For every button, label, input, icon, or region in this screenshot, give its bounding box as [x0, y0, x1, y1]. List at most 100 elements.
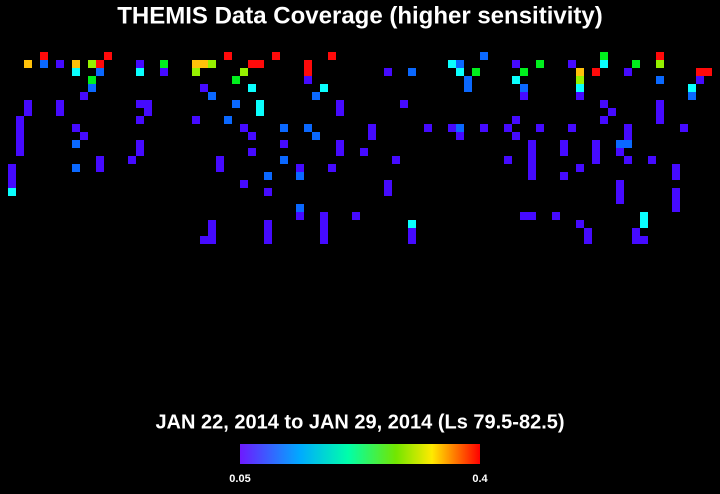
- coverage-cell: [480, 124, 488, 132]
- coverage-cell: [96, 164, 104, 172]
- coverage-cell: [264, 172, 272, 180]
- coverage-cell: [296, 212, 304, 220]
- coverage-cell: [88, 60, 96, 68]
- coverage-cell: [224, 52, 232, 60]
- coverage-cell: [656, 76, 664, 84]
- coverage-cell: [336, 108, 344, 116]
- coverage-cell: [408, 228, 416, 236]
- coverage-cell: [264, 236, 272, 244]
- coverage-cell: [224, 116, 232, 124]
- coverage-cell: [336, 140, 344, 148]
- coverage-cell: [616, 148, 624, 156]
- coverage-cell: [104, 52, 112, 60]
- coverage-cell: [696, 68, 704, 76]
- coverage-cell: [312, 132, 320, 140]
- coverage-cell: [72, 68, 80, 76]
- coverage-cell: [672, 196, 680, 204]
- coverage-cell: [424, 124, 432, 132]
- colorbar-tick-label: 0.4: [472, 473, 488, 485]
- coverage-cell: [560, 172, 568, 180]
- coverage-cell: [24, 108, 32, 116]
- coverage-cell: [320, 212, 328, 220]
- coverage-cell: [592, 68, 600, 76]
- coverage-cell: [24, 60, 32, 68]
- coverage-cell: [264, 228, 272, 236]
- coverage-cell: [80, 132, 88, 140]
- coverage-cell: [256, 108, 264, 116]
- coverage-cell: [80, 92, 88, 100]
- coverage-cell: [400, 100, 408, 108]
- coverage-cell: [96, 60, 104, 68]
- coverage-cell: [576, 164, 584, 172]
- coverage-cell: [16, 140, 24, 148]
- coverage-cell: [616, 180, 624, 188]
- coverage-cell: [464, 84, 472, 92]
- coverage-cell: [688, 84, 696, 92]
- coverage-cell: [360, 148, 368, 156]
- coverage-cell: [656, 116, 664, 124]
- coverage-cell: [216, 164, 224, 172]
- coverage-cell: [560, 140, 568, 148]
- coverage-cell: [304, 124, 312, 132]
- coverage-cell: [568, 60, 576, 68]
- coverage-cell: [248, 132, 256, 140]
- coverage-cell: [456, 68, 464, 76]
- coverage-cell: [160, 68, 168, 76]
- coverage-cell: [296, 204, 304, 212]
- coverage-cell: [8, 188, 16, 196]
- coverage-cell: [408, 236, 416, 244]
- coverage-cell: [192, 68, 200, 76]
- coverage-cell: [72, 164, 80, 172]
- coverage-cell: [640, 236, 648, 244]
- coverage-cell: [248, 148, 256, 156]
- coverage-cell: [600, 52, 608, 60]
- chart-title: THEMIS Data Coverage (higher sensitivity…: [117, 2, 602, 29]
- coverage-cell: [480, 52, 488, 60]
- coverage-cell: [392, 156, 400, 164]
- coverage-cell: [656, 108, 664, 116]
- coverage-cell: [264, 188, 272, 196]
- coverage-cell: [136, 100, 144, 108]
- coverage-cell: [536, 124, 544, 132]
- coverage-cell: [704, 68, 712, 76]
- coverage-cell: [320, 228, 328, 236]
- coverage-cell: [24, 100, 32, 108]
- coverage-cell: [472, 68, 480, 76]
- coverage-cell: [616, 188, 624, 196]
- coverage-cell: [504, 156, 512, 164]
- coverage-cell: [456, 132, 464, 140]
- coverage-cell: [240, 124, 248, 132]
- coverage-cell: [304, 68, 312, 76]
- date-range: JAN 22, 2014 to JAN 29, 2014 (Ls 79.5-82…: [155, 411, 564, 433]
- coverage-cell: [352, 212, 360, 220]
- coverage-cell: [200, 60, 208, 68]
- coverage-cell: [696, 76, 704, 84]
- coverage-cell: [528, 148, 536, 156]
- coverage-cell: [208, 92, 216, 100]
- coverage-cell: [312, 92, 320, 100]
- coverage-cell: [232, 100, 240, 108]
- coverage-cell: [624, 132, 632, 140]
- coverage-cell: [16, 116, 24, 124]
- coverage-cell: [600, 60, 608, 68]
- coverage-cell: [600, 100, 608, 108]
- coverage-cell: [512, 116, 520, 124]
- coverage-cell: [576, 92, 584, 100]
- coverage-cell: [672, 188, 680, 196]
- colorbar: [240, 444, 480, 464]
- coverage-cell: [656, 100, 664, 108]
- coverage-cell: [136, 60, 144, 68]
- coverage-cell: [384, 68, 392, 76]
- coverage-cell: [528, 164, 536, 172]
- coverage-cell: [136, 116, 144, 124]
- coverage-cell: [296, 164, 304, 172]
- coverage-cell: [672, 164, 680, 172]
- coverage-cell: [568, 124, 576, 132]
- coverage-cell: [88, 84, 96, 92]
- coverage-cell: [304, 60, 312, 68]
- coverage-cell: [528, 212, 536, 220]
- coverage-cell: [600, 116, 608, 124]
- coverage-cell: [56, 108, 64, 116]
- coverage-cell: [632, 60, 640, 68]
- coverage-cell: [8, 180, 16, 188]
